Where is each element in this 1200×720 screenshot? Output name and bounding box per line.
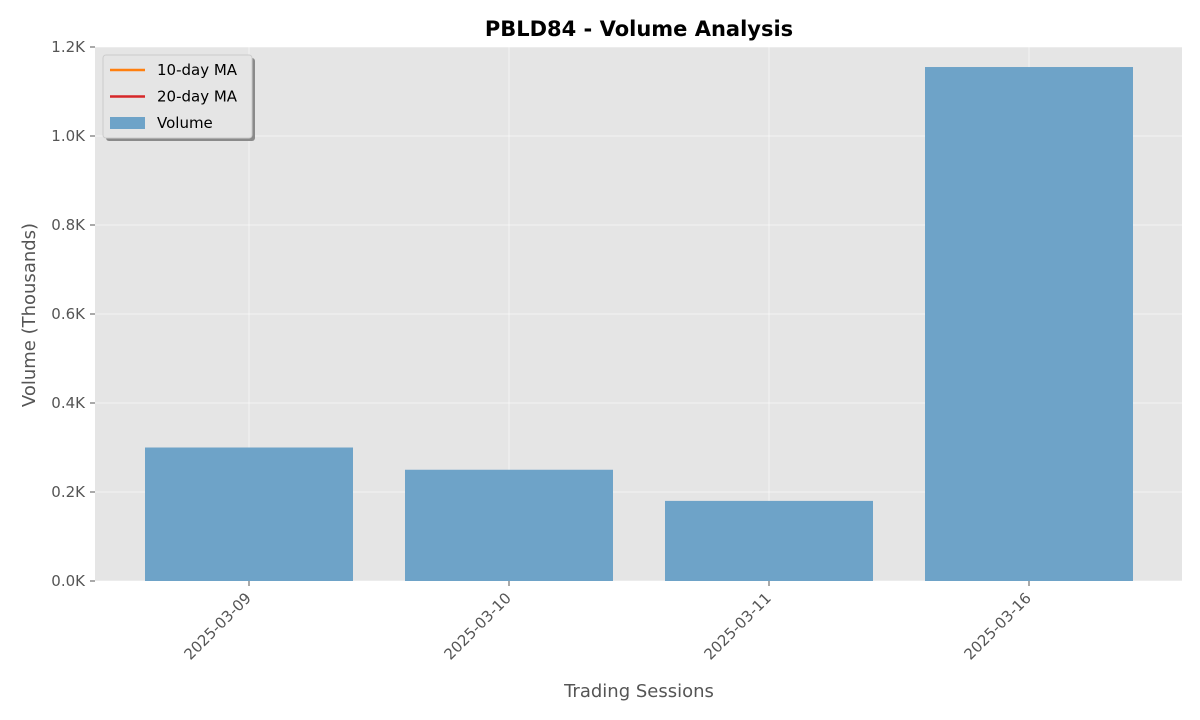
legend: 10-day MA 20-day MA Volume [102,54,255,141]
x-tick-label: 2025-03-11 [700,589,774,663]
y-axis-label: Volume (Thousands) [19,223,40,407]
legend-label: 20-day MA [157,88,238,106]
volume-bar [145,447,353,581]
x-axis: 2025-03-09 2025-03-10 2025-03-11 2025-03-16 [180,581,1035,663]
volume-bar [405,469,613,581]
y-tick-label: 1.2K [51,38,86,56]
x-tick-label: 2025-03-09 [180,589,254,663]
bars [145,67,1133,581]
x-axis-label: Trading Sessions [563,681,714,702]
volume-bar [665,500,873,581]
y-axis: 0.0K 0.2K 0.4K 0.6K 0.8K 1.0K 1.2K [51,38,95,590]
y-tick-label: 1.0K [51,127,86,145]
legend-label: 10-day MA [157,61,238,79]
y-tick-label: 0.4K [51,394,86,412]
chart-title: PBLD84 - Volume Analysis [485,17,793,41]
y-tick-label: 0.0K [51,572,86,590]
y-tick-label: 0.8K [51,216,86,234]
volume-bar [925,67,1133,581]
x-tick-label: 2025-03-16 [960,589,1034,663]
legend-label: Volume [157,114,213,132]
x-tick-label: 2025-03-10 [440,589,514,663]
y-tick-label: 0.2K [51,483,86,501]
y-tick-label: 0.6K [51,305,86,323]
legend-patch-swatch [110,117,145,129]
